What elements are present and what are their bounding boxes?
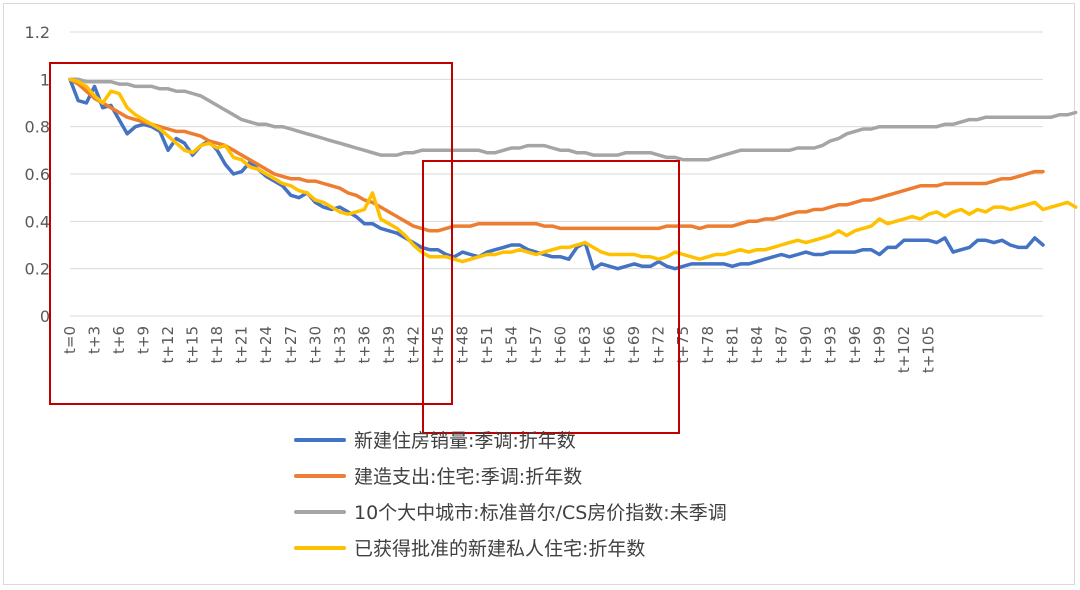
legend-label: 已获得批准的新建私人住宅:折年数 — [354, 538, 645, 560]
x-tick-label: t+33 — [331, 326, 349, 364]
x-tick-label: t+36 — [355, 326, 373, 364]
highlight-box-1 — [49, 62, 453, 405]
x-tick-label: t+15 — [184, 326, 202, 364]
legend-item: 新建住房销量:季调:折年数 — [294, 430, 576, 452]
x-tick-label: t+12 — [159, 326, 177, 364]
x-tick-label: t+45 — [429, 326, 447, 364]
y-tick-label: 1.2 — [25, 23, 50, 42]
x-tick-label: t+105 — [920, 326, 938, 373]
x-tick-label: t+21 — [233, 326, 251, 364]
highlight-boxes — [49, 62, 680, 434]
x-tick-label: t+54 — [503, 326, 521, 364]
x-tick-label: t+3 — [86, 326, 104, 354]
series-line-1 — [68, 77, 1045, 271]
legend-label: 10个大中城市:标准普尔/CS房价指数:未季调 — [354, 502, 727, 524]
x-tick-label: t+96 — [846, 326, 864, 364]
x-tick-label: t+39 — [380, 326, 398, 364]
x-tick-label: t+72 — [650, 326, 668, 364]
legend-item: 10个大中城市:标准普尔/CS房价指数:未季调 — [294, 502, 727, 524]
series-lines — [68, 77, 1078, 271]
x-tick-label: t+6 — [110, 326, 128, 354]
x-tick-label: t+51 — [478, 326, 496, 364]
x-tick-label: t+84 — [748, 326, 766, 364]
y-tick-label: 0.8 — [25, 118, 50, 137]
chart-frame — [3, 3, 1075, 585]
y-tick-label: 0 — [40, 307, 50, 326]
x-tick-label: t+66 — [601, 326, 619, 364]
x-tick-label: t+63 — [576, 326, 594, 364]
series-line-4 — [68, 77, 1078, 264]
x-tick-label: t+30 — [306, 326, 324, 364]
legend-item: 建造支出:住宅:季调:折年数 — [294, 466, 582, 488]
x-tick-label: t+69 — [625, 326, 643, 364]
x-tick-label: t+90 — [797, 326, 815, 364]
x-tick-label: t+42 — [404, 326, 422, 364]
legend-label: 新建住房销量:季调:折年数 — [354, 430, 576, 452]
x-tick-label: t+60 — [552, 326, 570, 364]
x-tick-label: t+87 — [772, 326, 790, 364]
legend-item: 已获得批准的新建私人住宅:折年数 — [294, 538, 645, 560]
y-axis-ticks: 0 0.2 0.4 0.6 0.8 1 1.2 — [25, 23, 50, 326]
y-tick-label: 1 — [40, 70, 50, 89]
y-tick-label: 0.4 — [25, 212, 50, 231]
x-tick-label: t+93 — [821, 326, 839, 364]
x-tick-label: t+9 — [135, 326, 153, 354]
x-tick-label: t+102 — [895, 326, 913, 373]
highlight-box-2 — [422, 160, 680, 434]
x-tick-label: t+57 — [527, 326, 545, 364]
x-tick-label: t+78 — [699, 326, 717, 364]
x-tick-label: t+99 — [870, 326, 888, 364]
x-tick-label: t+24 — [257, 326, 275, 364]
y-tick-label: 0.6 — [25, 165, 50, 184]
x-tick-label: t+75 — [674, 326, 692, 364]
x-tick-label: t+18 — [208, 326, 226, 364]
x-tick-label: t+27 — [282, 326, 300, 364]
x-tick-label: t+48 — [453, 326, 471, 364]
series-line-3 — [68, 77, 1078, 162]
x-axis-ticks: t=0 t+3 t+6 t+9 t+12 t+15 t+18 t+21 t+24 t+27 t+30… — [61, 326, 938, 373]
y-tick-label: 0.2 — [25, 260, 50, 279]
x-tick-label: t=0 — [61, 326, 79, 354]
series-line-2 — [68, 77, 1045, 233]
legend-label: 建造支出:住宅:季调:折年数 — [354, 466, 582, 488]
x-tick-label: t+81 — [723, 326, 741, 364]
